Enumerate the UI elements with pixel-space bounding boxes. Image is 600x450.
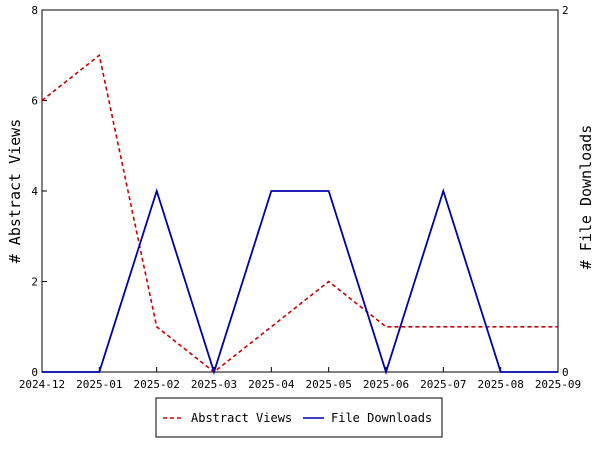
x-tick-label: 2025-04 <box>248 378 295 391</box>
right-y-tick-label: 0 <box>562 366 569 379</box>
legend-label-abstract-views: Abstract Views <box>191 411 292 425</box>
legend-box <box>155 397 443 438</box>
left-y-axis-title: # Abstract Views <box>6 119 24 264</box>
x-axis: 2024-12 2025-01 2025-02 2025-03 2025-04 2025-… <box>19 367 581 391</box>
left-y-tick-label: 0 <box>31 366 38 379</box>
right-y-axis-title: # File Downloads <box>577 125 595 270</box>
x-tick-label: 2025-05 <box>305 378 351 391</box>
right-y-tick-label: 2 <box>562 4 569 17</box>
left-y-tick-label: 2 <box>31 276 38 289</box>
x-tick-label: 2025-09 <box>535 378 581 391</box>
x-tick-label: 2025-01 <box>76 378 122 391</box>
left-y-tick-label: 8 <box>31 4 38 17</box>
x-tick-label: 2025-06 <box>363 378 409 391</box>
legend-label-file-downloads: File Downloads <box>331 411 432 425</box>
series-line-abstract-views <box>41 53 558 374</box>
x-tick-label: 2025-02 <box>133 378 179 391</box>
series-line-file-downloads <box>42 188 558 375</box>
left-y-tick-label: 4 <box>31 185 38 198</box>
legend: Abstract Views File Downloads <box>155 397 443 438</box>
x-tick-label: 2025-07 <box>420 378 466 391</box>
x-tick-label: 2024-12 <box>19 378 65 391</box>
x-tick-label: 2025-03 <box>191 378 237 391</box>
x-tick-label: 2025-08 <box>477 378 523 391</box>
left-y-tick-label: 6 <box>31 95 38 108</box>
series-layer <box>41 53 558 375</box>
